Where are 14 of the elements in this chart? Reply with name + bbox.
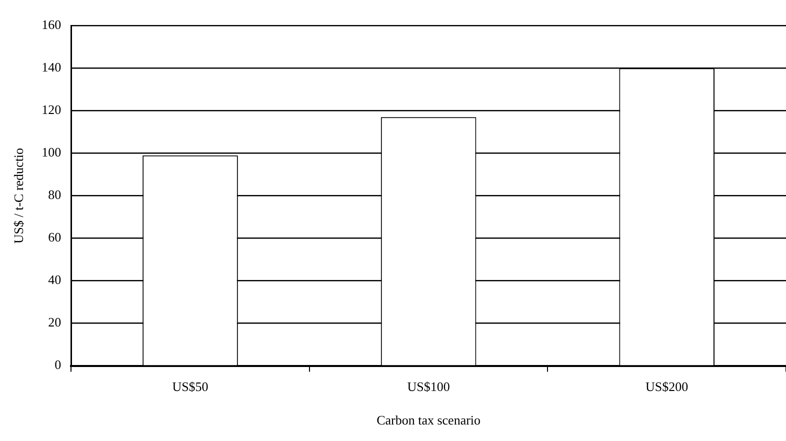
y-tick-label: 120: [42, 102, 62, 118]
y-tick-label: 40: [48, 272, 62, 288]
y-tick-label: 0: [54, 357, 62, 372]
y-tick-label: 80: [48, 187, 62, 202]
x-tick-label: US$200: [646, 379, 688, 394]
y-tick-label: 100: [42, 144, 62, 160]
y-tick-label: 160: [42, 17, 62, 32]
x-tick-label: US$100: [407, 379, 450, 394]
x-tick-label: US$50: [172, 379, 208, 394]
y-tick-label: 140: [42, 60, 62, 75]
y-tick-label: 20: [48, 314, 62, 330]
y-axis-title: US$ / t-C reductio: [11, 148, 26, 244]
x-axis-title: Carbon tax scenario: [376, 412, 481, 428]
y-tick-label: 60: [48, 230, 62, 245]
